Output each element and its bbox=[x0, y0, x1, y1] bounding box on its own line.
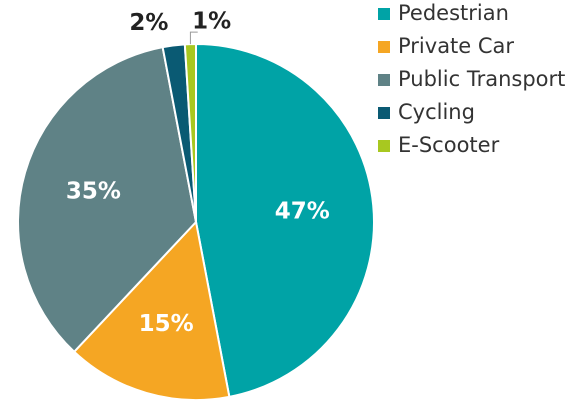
slice-label: 2% bbox=[129, 10, 168, 36]
legend-swatch bbox=[378, 74, 390, 86]
legend-swatch bbox=[378, 140, 390, 152]
legend-swatch bbox=[378, 41, 390, 53]
legend-swatch bbox=[378, 8, 390, 20]
slice-label: 35% bbox=[66, 179, 121, 205]
legend-label: Private Car bbox=[398, 34, 514, 58]
slice-label: 15% bbox=[139, 311, 194, 337]
leader-line bbox=[189, 31, 198, 45]
legend-label: Public Transport bbox=[398, 67, 565, 91]
legend-label: Pedestrian bbox=[398, 1, 509, 25]
pie-slice bbox=[72, 219, 231, 401]
slice-label: 47% bbox=[275, 198, 330, 224]
pie-slice bbox=[17, 45, 198, 354]
legend-label: Cycling bbox=[398, 100, 475, 124]
legend-swatch bbox=[378, 107, 390, 119]
pie-slice bbox=[195, 42, 375, 399]
slice-label: 1% bbox=[192, 9, 231, 35]
legend-label: E-Scooter bbox=[398, 133, 500, 157]
